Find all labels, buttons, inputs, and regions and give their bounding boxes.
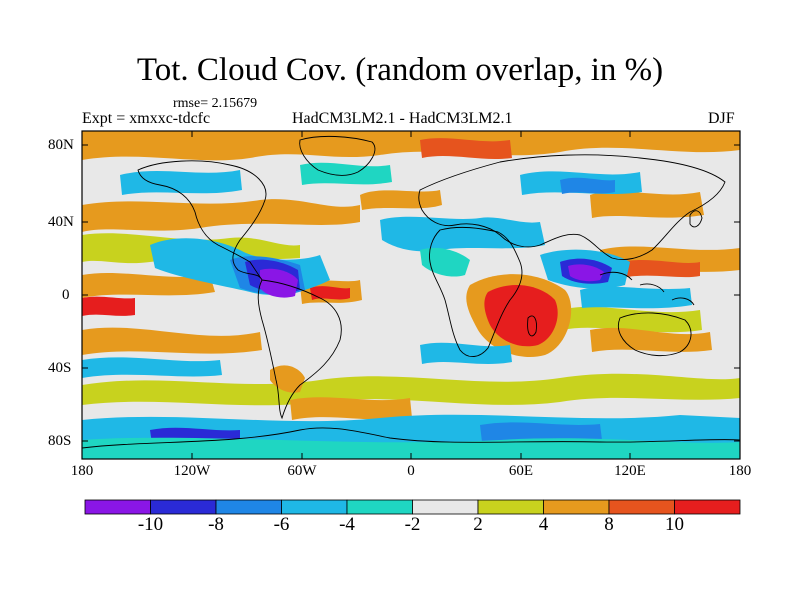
models-label: HadCM3LM2.1 - HadCM3LM2.1 [292,110,513,127]
anomaly-region [82,272,215,298]
coastline-south-america [257,279,342,420]
lat-label-80n: 80N [48,137,74,153]
lon-label-0: 0 [407,463,415,479]
lon-label-180e: 180 [728,463,752,479]
axis-ticks [81,131,741,459]
experiment-label: Expt = xmxxc-tdcfc [82,110,211,127]
anomaly-region [310,286,350,300]
lon-label-60w: 60W [287,463,317,479]
anomaly-region [82,373,740,406]
anomaly-region [620,260,700,278]
anomaly-region [420,342,512,364]
colorbar-tick-label: 2 [473,514,483,535]
lat-label-0: 0 [62,287,70,303]
lon-label-180w: 180 [70,463,94,479]
colorbar-swatch [608,499,675,515]
lat-label-40s: 40S [48,360,72,376]
anomaly-region [590,191,704,218]
anomaly-region [82,357,222,378]
anomaly-region [120,170,242,195]
anomaly-region [568,264,604,282]
map-title: Tot. Cloud Cov. (random overlap, in %) [136,52,664,88]
lat-label-80s: 80S [48,433,72,449]
anomaly-region [82,327,262,355]
coastline-maritime-asia [599,271,695,306]
anomaly-region [82,296,135,316]
coastline-madagascar [527,315,537,337]
anomaly-region [270,365,305,393]
colorbar-swatch [150,499,217,515]
anomaly-region [360,190,442,210]
colorbar-swatch [84,499,151,515]
colorbar-tick-label: -2 [404,514,421,535]
colorbar-tick-label: -4 [339,514,355,535]
colorbar-tick-label: -10 [137,514,164,535]
anomaly-region [560,177,615,194]
coastline-eurasia [418,154,726,261]
colorbar-swatch [674,499,741,515]
colorbar-tick-label: -8 [208,514,224,535]
lat-label-40n: 40N [48,214,74,230]
season-label: DJF [708,110,735,127]
colorbar-tick-label: 10 [665,514,684,535]
rmse-label: rmse= 2.15679 [173,96,258,111]
map-field [82,131,740,459]
coastline-north-america [137,160,267,281]
colorbar-tick-label: -6 [273,514,290,535]
anomaly-region [420,247,470,277]
anomaly-region [420,138,512,159]
colorbar-swatch [215,499,282,515]
cloud-anomaly-field [82,131,740,459]
coastline-australia [617,312,692,357]
coastline-japan [689,210,703,228]
anomaly-region [82,199,360,232]
anomaly-region [560,306,702,333]
anomaly-region [480,422,602,443]
colorbar-swatch [477,499,544,515]
colorbar-swatch [281,499,348,515]
coastlines [82,135,740,449]
coastline-antarctica [82,427,740,449]
anomaly-region [580,286,692,309]
anomaly-region [290,397,412,420]
anomaly-region [380,216,545,252]
coastline-africa [429,226,523,357]
colorbar-tick-label: 8 [604,514,614,535]
colorbar-swatch [543,499,610,515]
anomaly-region [82,437,740,459]
colorbar-swatch [412,499,479,515]
colorbar-tick-label: 4 [538,514,549,535]
coastline-greenland [299,135,376,176]
anomaly-region [484,285,558,347]
lon-label-120e: 120E [614,463,646,479]
colorbar [84,499,741,515]
lon-label-60e: 60E [508,463,534,479]
anomaly-region [82,131,740,161]
colorbar-swatch [346,499,413,515]
anomaly-region [300,162,392,185]
lon-label-120w: 120W [173,463,211,479]
